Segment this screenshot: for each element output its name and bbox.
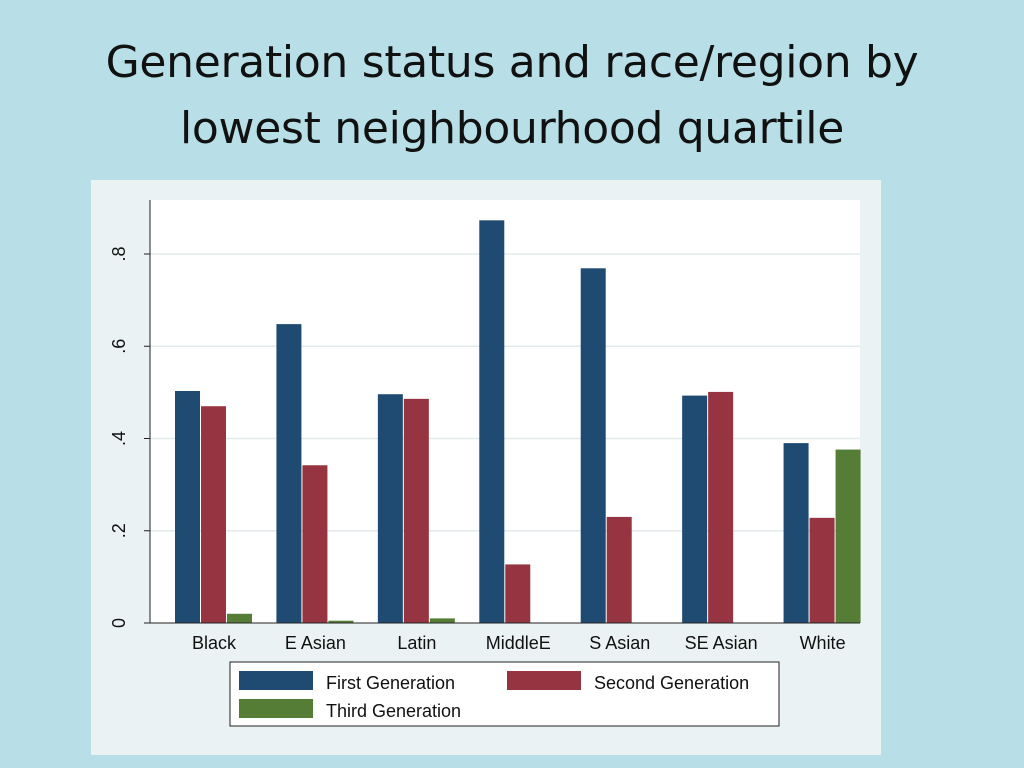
y-axis-ticks: 0 .2 .4 .6 .8 [109, 246, 150, 628]
gridlines [150, 253, 860, 532]
x-tick-label: MiddleE [486, 633, 551, 653]
y-tick-label: 0 [109, 618, 129, 628]
slide-title-line2: lowest neighbourhood quartile [180, 103, 844, 154]
bar [302, 465, 328, 623]
bar [328, 620, 354, 623]
y-tick-label: .6 [109, 339, 129, 354]
bar [479, 220, 505, 624]
bar [403, 398, 429, 623]
bar [276, 324, 302, 623]
y-tick-label: .2 [109, 523, 129, 538]
x-tick-label: Black [192, 633, 237, 653]
bar [708, 391, 734, 623]
chart-panel: 0 .2 .4 .6 .8 Black E Asian Latin MiddleE S Asia… [91, 180, 881, 755]
bars [175, 220, 861, 624]
legend-label: Third Generation [326, 701, 461, 721]
legend-swatch [507, 671, 581, 690]
bar [783, 443, 809, 623]
x-tick-label: E Asian [285, 633, 346, 653]
bar [606, 516, 632, 623]
bar [809, 517, 835, 623]
legend: First Generation Second Generation Third G… [239, 671, 749, 721]
x-tick-label: Latin [397, 633, 436, 653]
x-tick-label: White [800, 633, 846, 653]
legend-swatch [239, 671, 313, 690]
bar [835, 449, 861, 623]
bar [682, 395, 708, 623]
bar [227, 613, 252, 623]
bar [429, 618, 455, 623]
bar-chart: 0 .2 .4 .6 .8 Black E Asian Latin MiddleE S Asia… [109, 200, 861, 727]
bar [201, 406, 226, 623]
x-axis-labels: Black E Asian Latin MiddleE S Asian SE Asian W… [192, 633, 846, 653]
slide-title: Generation status and race/region by low… [0, 30, 1024, 162]
x-tick-label: S Asian [589, 633, 650, 653]
legend-label: Second Generation [594, 673, 749, 693]
plot-area [150, 200, 860, 623]
legend-swatch [239, 699, 313, 718]
y-tick-label: .8 [109, 246, 129, 261]
bar [175, 390, 200, 623]
legend-label: First Generation [326, 673, 455, 693]
bar [580, 268, 606, 623]
x-tick-label: SE Asian [685, 633, 758, 653]
legend-box [229, 661, 780, 727]
bar [505, 564, 531, 623]
bar [377, 394, 403, 623]
slide-title-line1: Generation status and race/region by [105, 37, 919, 88]
y-tick-label: .4 [109, 431, 129, 446]
